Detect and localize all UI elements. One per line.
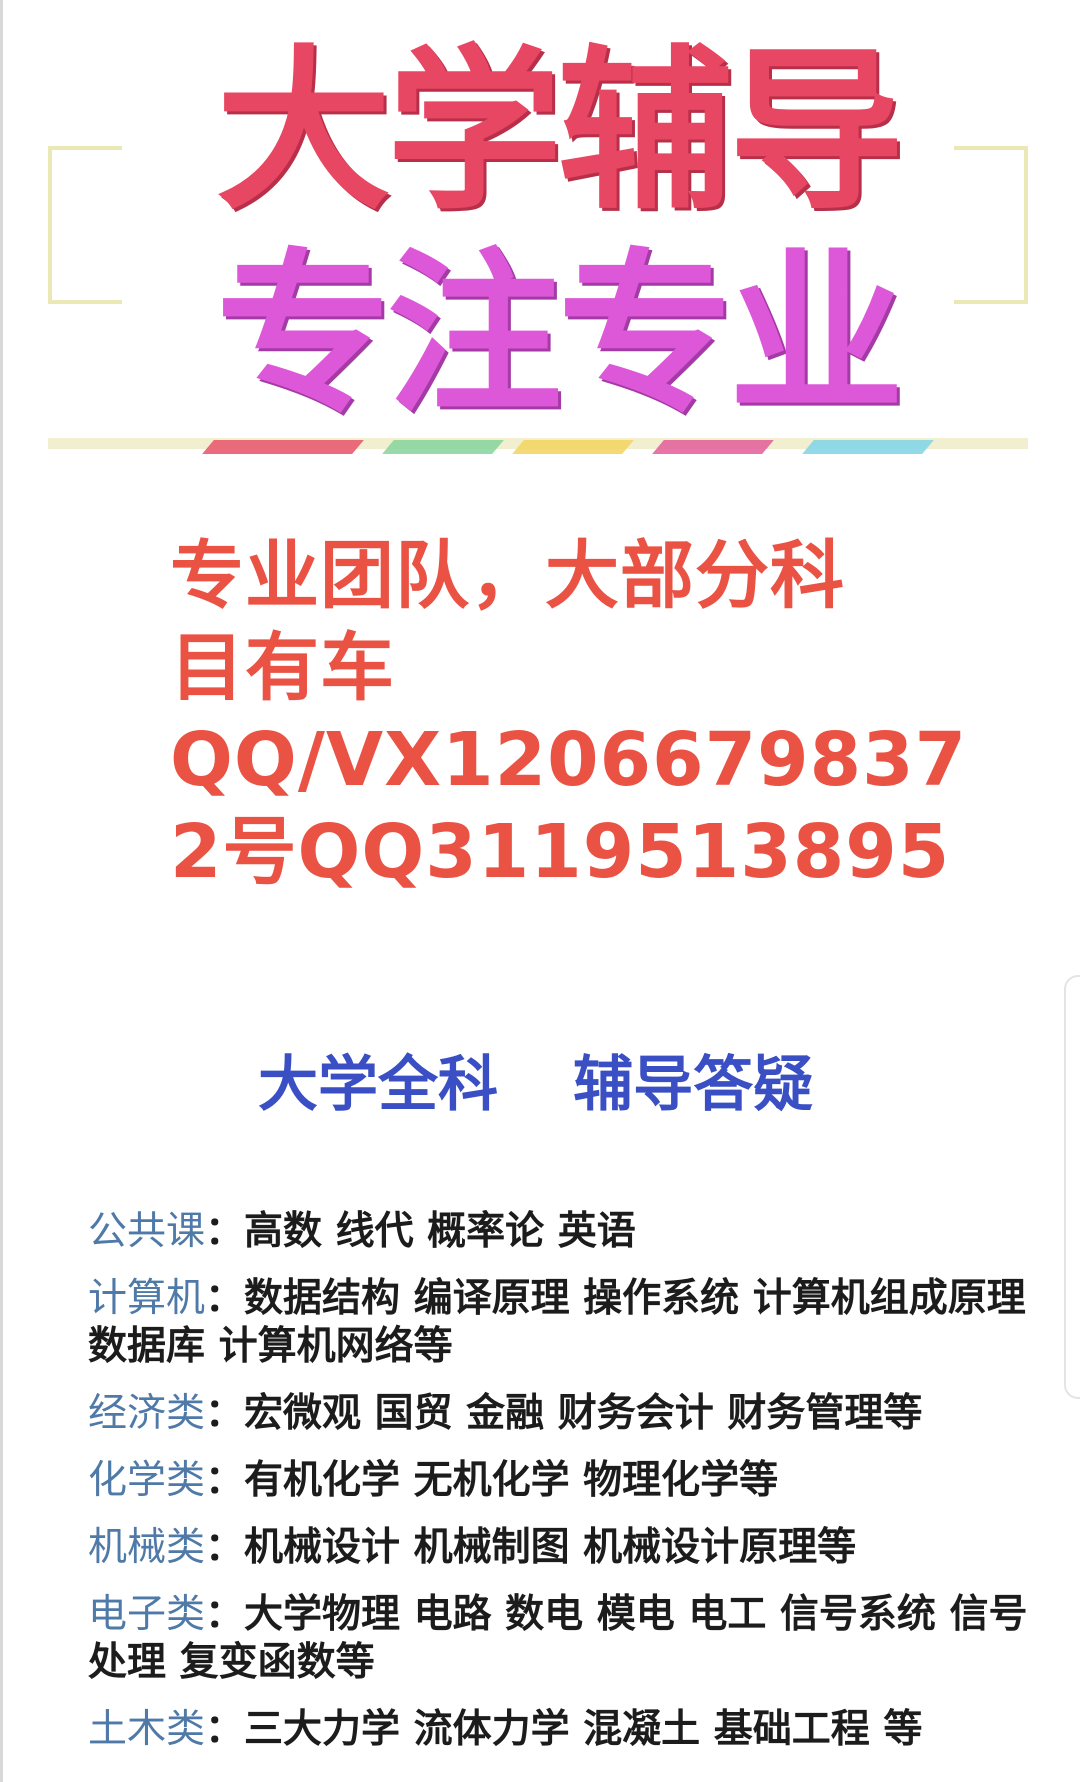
banner-title: 大学辅导 <box>216 31 904 234</box>
course-separator: ： <box>205 1592 245 1637</box>
course-item: 电子类：大学物理 电路 数电 模电 电工 信号系统 信号处理 复变函数等 <box>88 1591 1028 1687</box>
banner-stripe <box>202 440 364 454</box>
banner-stripe <box>512 440 634 454</box>
banner-stripe <box>382 440 504 454</box>
course-separator: ： <box>205 1276 245 1321</box>
banner-stripe <box>802 440 934 454</box>
course-subjects: 大学物理 电路 数电 模电 电工 信号系统 信号处理 复变函数等 <box>88 1592 1028 1685</box>
course-category: 土木类 <box>88 1707 206 1752</box>
course-subjects: 机械设计 机械制图 机械设计原理等 <box>244 1525 857 1570</box>
promo-text-block: 专业团队，大部分科 目有车 QQ/VX1206679837 2号QQ311951… <box>170 530 968 898</box>
course-subjects: 高数 线代 概率论 英语 <box>244 1209 636 1254</box>
course-subjects: 三大力学 流体力学 混凝土 基础工程 等 <box>244 1707 923 1752</box>
course-separator: ： <box>205 1525 245 1570</box>
course-category: 计算机 <box>88 1276 206 1321</box>
course-category: 机械类 <box>88 1525 206 1570</box>
banner-bracket-left <box>48 146 122 304</box>
course-item: 经济类：宏微观 国贸 金融 财务会计 财务管理等 <box>88 1390 1028 1438</box>
course-item: 机械类：机械设计 机械制图 机械设计原理等 <box>88 1524 1028 1572</box>
promo-contact-line: QQ/VX1206679837 <box>170 717 968 803</box>
course-item: 计算机：数据结构 编译原理 操作系统 计算机组成原理 数据库 计算机网络等 <box>88 1275 1028 1371</box>
banner-subtitle: 专注专业 <box>216 234 904 437</box>
course-separator: ： <box>205 1391 245 1436</box>
heading-left: 大学全科 <box>258 1050 498 1120</box>
banner-image: 大学辅导 专注专业 <box>48 28 1028 468</box>
course-item: 化学类：有机化学 无机化学 物理化学等 <box>88 1457 1028 1505</box>
section-heading: 大学全科 辅导答疑 <box>258 1045 878 1125</box>
course-category: 化学类 <box>88 1458 206 1503</box>
banner-bracket-right <box>954 146 1028 304</box>
promo-contact-line: 2号QQ3119513895 <box>170 809 951 895</box>
left-edge-divider <box>0 0 3 1782</box>
course-separator: ： <box>205 1707 245 1752</box>
course-item: 土木类：三大力学 流体力学 混凝土 基础工程 等 <box>88 1706 1028 1754</box>
promo-line: 目有车 <box>170 625 395 711</box>
course-category: 电子类 <box>88 1592 206 1637</box>
course-subjects: 宏微观 国贸 金融 财务会计 财务管理等 <box>244 1391 923 1436</box>
heading-right: 辅导答疑 <box>573 1050 814 1120</box>
course-subjects: 数据结构 编译原理 操作系统 计算机组成原理 数据库 计算机网络等 <box>88 1276 1026 1369</box>
course-separator: ： <box>205 1458 245 1503</box>
promo-line: 专业团队，大部分科 <box>170 533 845 619</box>
course-subjects: 有机化学 无机化学 物理化学等 <box>244 1458 779 1503</box>
banner-stripe <box>652 440 774 454</box>
scroll-handle[interactable] <box>1064 975 1080 1399</box>
course-category: 经济类 <box>88 1391 206 1436</box>
course-separator: ： <box>205 1209 245 1254</box>
course-category: 公共课 <box>88 1209 206 1254</box>
course-item: 公共课：高数 线代 概率论 英语 <box>88 1208 1028 1256</box>
course-list: 公共课：高数 线代 概率论 英语 计算机：数据结构 编译原理 操作系统 计算机组… <box>88 1208 1028 1773</box>
